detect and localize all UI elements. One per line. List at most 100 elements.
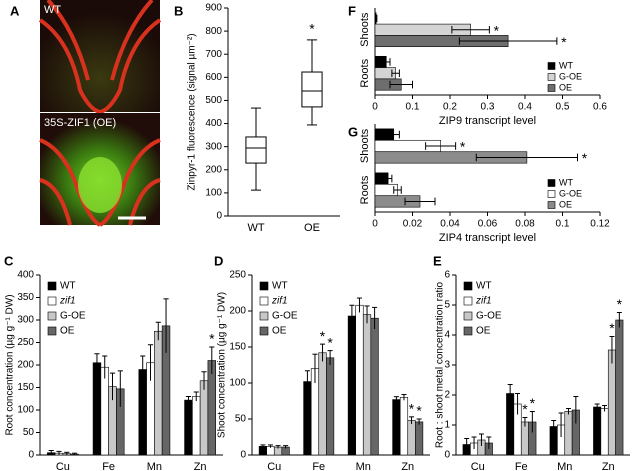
category-label: Shoots — [359, 128, 371, 163]
bar — [399, 397, 409, 456]
x-tick-label: WT — [247, 222, 264, 234]
y-tick-label: 900 — [205, 3, 222, 14]
annotation: * — [309, 21, 315, 37]
legend-swatch — [547, 179, 556, 187]
legend-swatch — [47, 311, 57, 321]
bar — [407, 420, 416, 456]
x-tick-label: 0.2 — [443, 102, 457, 113]
bar — [506, 393, 515, 456]
annotation: * — [561, 34, 567, 50]
legend-label: G-OE — [559, 188, 582, 198]
legend-swatch — [47, 326, 57, 336]
legend-swatch — [547, 62, 556, 70]
x-tick-label: 0.3 — [481, 102, 495, 113]
cell-walls — [38, 0, 162, 114]
y-tick-label: 300 — [17, 315, 34, 326]
legend-label: OE — [476, 326, 491, 337]
y-axis-label: Root concentration (µg g⁻¹ DW) — [5, 294, 16, 435]
y-axis-label: Shoot concentration (µg g⁻¹ DW) — [217, 292, 228, 438]
bar — [326, 357, 335, 456]
y-tick-label: 300 — [205, 141, 222, 152]
legend-label: WT — [559, 60, 573, 70]
panel-label: B — [174, 3, 183, 18]
bar — [615, 319, 624, 456]
y-tick-label: 400 — [205, 118, 222, 129]
bar — [207, 360, 216, 456]
box — [301, 71, 323, 108]
legend-swatch — [259, 311, 269, 321]
bar — [564, 411, 573, 456]
legend-swatch — [259, 296, 269, 306]
y-tick-label: 600 — [205, 72, 222, 83]
panel-label: D — [214, 253, 223, 268]
panel-label: G — [348, 124, 358, 139]
x-tick-label: 0.6 — [593, 102, 607, 113]
x-tick-label: Cu — [471, 461, 485, 471]
x-tick-label: Cu — [56, 461, 70, 471]
y-tick-label: 5 — [444, 300, 450, 311]
legend-swatch — [547, 201, 556, 209]
annotation: * — [416, 403, 422, 419]
x-tick-label: Mn — [356, 461, 371, 471]
x-tick-label: 0.06 — [478, 219, 498, 230]
x-tick-label: 0.4 — [518, 102, 532, 113]
y-tick-label: 150 — [17, 382, 34, 393]
y-tick-label: 2 — [444, 390, 450, 401]
x-axis-label: ZIP9 transcript level — [439, 115, 536, 127]
legend-label: G-OE — [559, 71, 582, 81]
legend-swatch — [47, 296, 57, 306]
y-tick-label: 150 — [229, 342, 246, 353]
y-tick-label: 700 — [205, 49, 222, 60]
y-tick-label: 6 — [444, 270, 450, 281]
x-tick-label: 0.5 — [556, 102, 570, 113]
legend-swatch — [463, 311, 473, 321]
y-tick-label: 800 — [205, 26, 222, 37]
annotation: * — [327, 334, 333, 350]
x-tick-label: 0.04 — [440, 219, 460, 230]
annotation: * — [460, 139, 466, 155]
y-tick-label: 50 — [235, 414, 247, 425]
y-tick-label: 400 — [17, 270, 34, 281]
bar — [520, 421, 529, 456]
legend-swatch — [463, 296, 473, 306]
bar — [370, 317, 379, 456]
legend-label: G-OE — [476, 311, 502, 322]
image-label: 35S-ZIF1 (OE) — [44, 117, 116, 129]
bar — [362, 314, 372, 456]
x-tick-label: Fe — [515, 461, 528, 471]
y-tick-label: 500 — [205, 95, 222, 106]
y-tick-label: 250 — [17, 337, 34, 348]
x-tick-label: OE — [304, 222, 320, 234]
annotation: * — [209, 331, 215, 347]
x-tick-label: Zn — [602, 461, 615, 471]
y-tick-label: 3 — [444, 360, 450, 371]
panel-label: C — [4, 253, 14, 268]
x-tick-label: Mn — [557, 461, 572, 471]
annotation: * — [494, 22, 500, 38]
y-tick-label: 0 — [28, 450, 34, 461]
bar — [593, 406, 602, 456]
legend-swatch — [547, 84, 556, 92]
y-tick-label: 100 — [205, 188, 222, 199]
x-tick-label: 0 — [372, 102, 378, 113]
legend-label: WT — [559, 177, 573, 187]
category-label: Roots — [359, 58, 371, 87]
panel-label: E — [433, 253, 442, 268]
x-tick-label: Fe — [102, 461, 115, 471]
y-tick-label: 200 — [205, 164, 222, 175]
category-label: Shoots — [359, 12, 371, 47]
bar — [415, 421, 424, 456]
y-tick-label: 350 — [17, 292, 34, 303]
legend-label: zif1 — [59, 296, 76, 307]
x-tick-label: 0.12 — [590, 219, 610, 230]
y-axis-label: Zinpyr-1 fluorescence (signal µm⁻²) — [187, 33, 198, 190]
x-tick-label: 0.08 — [515, 219, 535, 230]
bar — [199, 380, 209, 456]
bar — [192, 396, 201, 456]
y-axis-label: Root : shoot metal concentration ratio — [435, 281, 446, 448]
micrograph-wt — [40, 0, 160, 112]
bar — [607, 349, 616, 456]
legend-label: G-OE — [60, 311, 86, 322]
legend-label: zif1 — [271, 296, 288, 307]
